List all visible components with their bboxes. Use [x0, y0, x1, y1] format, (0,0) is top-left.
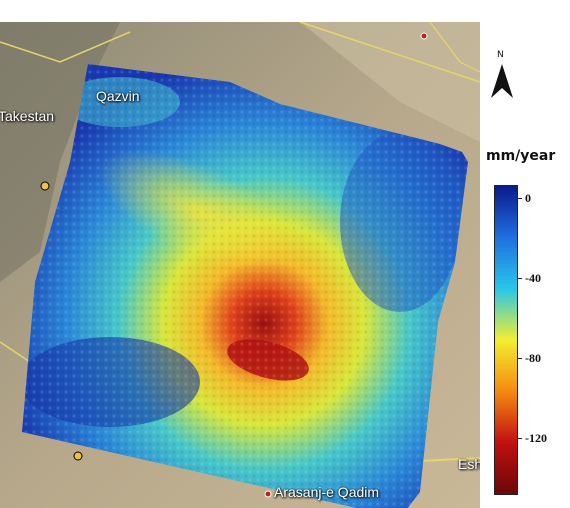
place-label-esh: Esh	[458, 456, 480, 472]
tick-mark-2	[517, 358, 522, 359]
tick-label-3: -120	[525, 431, 547, 445]
tick-label-2: -80	[525, 351, 541, 365]
place-label-takestan: Takestan	[0, 108, 55, 124]
tick-mark-3	[517, 438, 522, 439]
tick-mark-0	[517, 198, 522, 199]
place-label-arasanj: Arasanj-e Qadim	[274, 484, 380, 500]
tick-label-1: -40	[525, 271, 541, 285]
tick-label-0: 0	[525, 191, 531, 205]
map-image	[0, 22, 480, 508]
north-label: N	[497, 50, 504, 60]
satellite-map: Takestan Qazvin Arasanj-e Qadim Esh	[0, 22, 480, 508]
north-arrow-icon	[491, 64, 513, 98]
legend-title: mm/year	[486, 148, 556, 164]
colorbar	[494, 185, 518, 495]
tick-mark-1	[517, 278, 522, 279]
place-label-qazvin: Qazvin	[96, 88, 140, 104]
